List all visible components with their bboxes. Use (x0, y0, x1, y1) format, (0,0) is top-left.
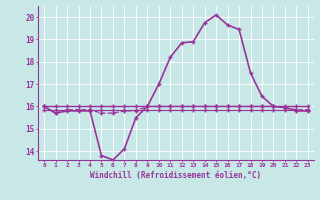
X-axis label: Windchill (Refroidissement éolien,°C): Windchill (Refroidissement éolien,°C) (91, 171, 261, 180)
